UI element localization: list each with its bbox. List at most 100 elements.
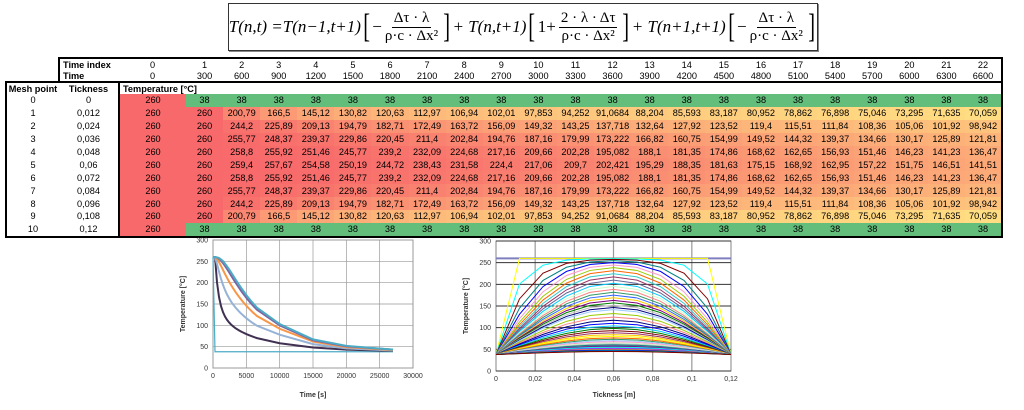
temperature-cell: 244,2 xyxy=(223,197,261,211)
temperature-cell: 38 xyxy=(186,222,224,238)
temperature-cell: 182,71 xyxy=(371,119,409,133)
temperature-cell: 105,06 xyxy=(890,119,928,133)
temperature-cell: 143,25 xyxy=(556,119,595,133)
temperature-cell: 239,37 xyxy=(297,184,335,198)
bracket-left: [ xyxy=(528,8,536,45)
temperature-cell: 254,58 xyxy=(297,158,335,172)
temperature-cell: 187,16 xyxy=(519,132,557,146)
time-cell: 5700 xyxy=(853,70,891,83)
temperature-cell: 38 xyxy=(890,222,928,238)
temperature-cell: 188,35 xyxy=(668,158,706,172)
y-tick-label: 300 xyxy=(196,238,208,245)
temperature-cell: 156,93 xyxy=(816,171,854,185)
profile-line xyxy=(495,338,732,356)
temperature-cell: 108,36 xyxy=(853,119,891,133)
temperature-cell: 38 xyxy=(297,222,335,238)
y-tick-label: 300 xyxy=(479,239,491,246)
profile-line xyxy=(495,351,732,356)
temperature-cell: 123,52 xyxy=(705,197,743,211)
time_index-cell: 22 xyxy=(964,57,1004,70)
x-tick-label: 0,12 xyxy=(724,376,738,383)
temperature-cell: 248,37 xyxy=(260,184,298,198)
time_index-cell: 16 xyxy=(742,57,780,70)
temperature-thickness-chart: 0 0,02 0,04 0,06 0,08 0,1 0,12 0 50 100 150 200 250 3… xyxy=(462,239,738,400)
temperature-cell: 260 xyxy=(186,210,224,223)
table-row: 1 0,012 260 260 200,79 166,5 145,12 130,82 120,6… xyxy=(5,106,1004,120)
temperature-cell: 38 xyxy=(260,94,298,107)
temperature-cell: 97,853 xyxy=(519,210,557,223)
temperature-cell: 229,86 xyxy=(334,184,372,198)
thickness-cell: 0,024 xyxy=(59,119,120,133)
temperature-cell: 38 xyxy=(223,222,261,238)
temperature-cell: 75,046 xyxy=(853,210,891,223)
temperature-cell: 202,421 xyxy=(594,158,632,172)
temperature-cell: 166,82 xyxy=(631,184,669,198)
x-tick-label: 0,1 xyxy=(687,376,697,383)
temperature-cell: 130,82 xyxy=(334,106,372,120)
thickness-cell: 0,036 xyxy=(59,132,120,146)
profile-line xyxy=(495,337,732,356)
temperature-cell: 146,51 xyxy=(927,158,965,172)
temperature-cell: 260 xyxy=(186,197,224,211)
series-line xyxy=(213,256,394,351)
bracket-right: ] xyxy=(808,8,815,45)
temperature-cell: 101,92 xyxy=(927,119,965,133)
temperature-cell: 145,12 xyxy=(297,210,335,223)
time_index-cell: 15 xyxy=(705,57,743,70)
temperature-cell: 134,66 xyxy=(853,184,891,198)
thickness-cell: 0,06 xyxy=(59,158,120,172)
temperature-cell: 260 xyxy=(186,119,224,133)
thickness-cell: 0,012 xyxy=(59,106,120,120)
table-row: 10 0,12 260 38 38 38 38 38 38 38 38 38 38 38 38 38 38 38 3… xyxy=(5,222,1004,238)
denominator: ρ·c · Δx² xyxy=(749,27,803,44)
blank-cell xyxy=(6,70,59,82)
table-row: 7 0,084 260 260 255,77 248,37 239,37 229,86 220,… xyxy=(5,184,1004,198)
y-tick-label: 0 xyxy=(204,366,208,373)
y-tick-label: 150 xyxy=(479,304,491,311)
temperature-cell: 209,13 xyxy=(297,119,335,133)
temperature-cell: 187,16 xyxy=(519,184,557,198)
temperature-cell: 98,942 xyxy=(964,197,1004,211)
time-cell: 1200 xyxy=(297,70,335,83)
temperature-cell: 224,4 xyxy=(482,158,520,172)
table-row: 5 0,06 260 260 259,4 257,67 254,58 250,19 244,72… xyxy=(5,158,1004,172)
temperature-cell: 255,77 xyxy=(223,184,261,198)
temperature-cell: 168,62 xyxy=(742,145,780,159)
temperature-cell: 80,952 xyxy=(742,210,780,223)
mesh-point-cell: 7 xyxy=(5,184,59,198)
temperature-cell: 211,4 xyxy=(408,184,446,198)
thickness-header: Tickness xyxy=(59,81,120,94)
x-tick-label: 0,02 xyxy=(528,376,542,383)
temperature-cell: 144,32 xyxy=(779,132,817,146)
temperature-cell: 38 xyxy=(779,222,817,238)
x-tick-label: 15000 xyxy=(303,373,323,380)
temperature-cell: 88,204 xyxy=(631,106,669,120)
temperature-cell: 38 xyxy=(334,222,372,238)
time-cell: 1800 xyxy=(371,70,409,83)
y-tick-label: 100 xyxy=(479,325,491,332)
mesh-point-cell: 0 xyxy=(5,94,59,107)
fraction-a: Δτ · λ ρ·c · Δx² xyxy=(385,10,438,45)
temperature-cell: 260 xyxy=(186,106,224,120)
temperature-cell: 141,23 xyxy=(927,171,965,185)
profile-line xyxy=(495,279,732,355)
temperature-cell: 80,952 xyxy=(742,106,780,120)
temperature-cell: 166,5 xyxy=(260,210,298,223)
temperature-cell: 162,65 xyxy=(779,145,817,159)
time_index-cell: 5 xyxy=(334,57,372,70)
temperature-cell: 38 xyxy=(594,222,632,238)
temperature-cell: 91,0684 xyxy=(594,210,632,223)
temperature-cell: 179,99 xyxy=(556,132,595,146)
temperature-cell: 130,82 xyxy=(334,210,372,223)
series-line xyxy=(212,257,393,353)
temperature-cell: 255,77 xyxy=(223,132,261,146)
temperature-cell: 146,23 xyxy=(890,145,928,159)
profile-line xyxy=(495,285,732,355)
formula-box: T(n,t) = T(n−1,t+1) [ − Δτ · λ ρ·c · Δx² … xyxy=(228,3,818,51)
temperature-cell: 217,16 xyxy=(482,171,520,185)
temperature-cell: 195,082 xyxy=(594,171,632,185)
temperature-cell: 258,8 xyxy=(223,145,261,159)
temperature-cell: 112,97 xyxy=(408,210,446,223)
temperature-cell: 38 xyxy=(519,94,557,107)
temperature-cell: 38 xyxy=(927,222,965,238)
